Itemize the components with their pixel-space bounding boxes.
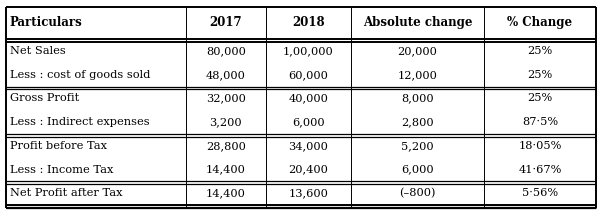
Text: Particulars: Particulars: [10, 16, 82, 29]
Text: % Change: % Change: [507, 16, 573, 29]
Text: 48,000: 48,000: [206, 70, 246, 80]
Text: Less : Indirect expenses: Less : Indirect expenses: [10, 117, 149, 127]
Text: 87·5%: 87·5%: [522, 117, 558, 127]
Text: 60,000: 60,000: [288, 70, 328, 80]
Text: 20,400: 20,400: [288, 164, 328, 174]
Text: 25%: 25%: [527, 46, 553, 56]
Text: Profit before Tax: Profit before Tax: [10, 141, 107, 151]
Text: Less : cost of goods sold: Less : cost of goods sold: [10, 70, 150, 80]
Text: 5·56%: 5·56%: [522, 188, 558, 198]
Text: 6,000: 6,000: [292, 117, 324, 127]
Text: Gross Profit: Gross Profit: [10, 94, 79, 104]
Text: 2,800: 2,800: [401, 117, 434, 127]
Text: 20,000: 20,000: [397, 46, 438, 56]
Text: 18·05%: 18·05%: [518, 141, 562, 151]
Text: 14,400: 14,400: [206, 188, 246, 198]
Text: 2018: 2018: [292, 16, 324, 29]
Text: Less : Income Tax: Less : Income Tax: [10, 164, 113, 174]
Text: 14,400: 14,400: [206, 164, 246, 174]
Text: 5,200: 5,200: [401, 141, 434, 151]
Text: (–800): (–800): [399, 188, 436, 198]
Text: 41·67%: 41·67%: [518, 164, 562, 174]
Text: Net Sales: Net Sales: [10, 46, 66, 56]
Text: 28,800: 28,800: [206, 141, 246, 151]
Text: Absolute change: Absolute change: [363, 16, 472, 29]
Text: 2017: 2017: [209, 16, 242, 29]
Text: 32,000: 32,000: [206, 94, 246, 104]
Text: 1,00,000: 1,00,000: [283, 46, 334, 56]
Text: 13,600: 13,600: [288, 188, 328, 198]
Text: 6,000: 6,000: [401, 164, 434, 174]
Text: Net Profit after Tax: Net Profit after Tax: [10, 188, 122, 198]
Text: 8,000: 8,000: [401, 94, 434, 104]
Text: 12,000: 12,000: [397, 70, 438, 80]
Text: 34,000: 34,000: [288, 141, 328, 151]
Text: 3,200: 3,200: [209, 117, 242, 127]
Text: 40,000: 40,000: [288, 94, 328, 104]
Text: 25%: 25%: [527, 94, 553, 104]
Text: 25%: 25%: [527, 70, 553, 80]
Text: 80,000: 80,000: [206, 46, 246, 56]
